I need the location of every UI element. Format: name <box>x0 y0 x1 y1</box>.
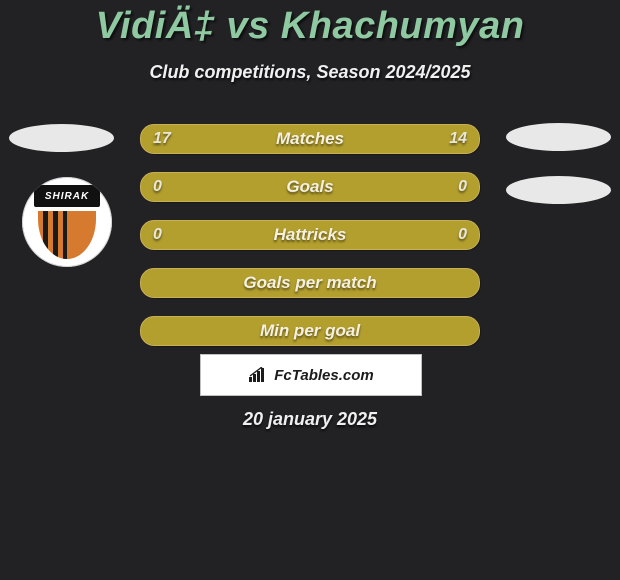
club-badge-shield <box>38 211 96 259</box>
page-subtitle: Club competitions, Season 2024/2025 <box>0 62 620 83</box>
right-ellipse-2 <box>506 176 611 204</box>
page-title: VidiÄ‡ vs Khachumyan <box>0 5 620 48</box>
stats-column: 17 Matches 14 0 Goals 0 0 Hattricks 0 Go… <box>140 124 480 364</box>
watermark-text: FcTables.com <box>274 367 373 384</box>
club-badge-shirak: SHIRAK <box>22 177 112 267</box>
page-date: 20 january 2025 <box>0 409 620 430</box>
stat-label: Goals <box>141 173 479 201</box>
stat-matches: 17 Matches 14 <box>140 124 480 154</box>
stat-right-value: 0 <box>458 173 467 201</box>
left-ellipse-1 <box>9 124 114 152</box>
stat-label: Hattricks <box>141 221 479 249</box>
bar-chart-icon <box>248 367 268 383</box>
right-ellipse-1 <box>506 123 611 151</box>
shield-stripes <box>38 211 67 259</box>
shield-solid <box>67 211 96 259</box>
stat-hattricks: 0 Hattricks 0 <box>140 220 480 250</box>
stat-goals: 0 Goals 0 <box>140 172 480 202</box>
stat-goals-per-match: Goals per match <box>140 268 480 298</box>
stat-right-value: 0 <box>458 221 467 249</box>
stat-right-value: 14 <box>449 125 467 153</box>
watermark-card[interactable]: FcTables.com <box>200 354 422 396</box>
stat-label: Min per goal <box>141 317 479 345</box>
stat-label: Goals per match <box>141 269 479 297</box>
club-badge-label: SHIRAK <box>34 185 100 207</box>
stat-label: Matches <box>141 125 479 153</box>
stat-min-per-goal: Min per goal <box>140 316 480 346</box>
